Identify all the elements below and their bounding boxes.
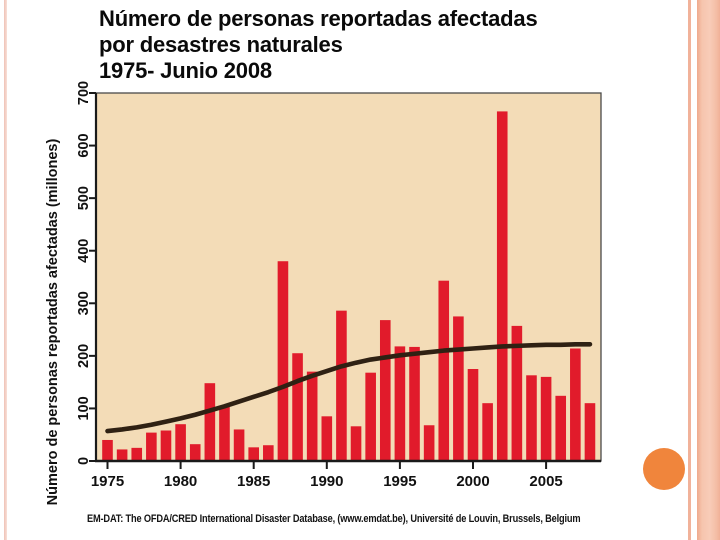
bar-1991 <box>336 310 347 461</box>
orange-circle-decoration <box>643 448 685 490</box>
bar-1997 <box>423 425 435 461</box>
x-tick-label: 1985 <box>237 473 270 490</box>
y-axis-title: Número de personas reportadas afectadas … <box>45 139 61 506</box>
bar-1980 <box>175 424 186 461</box>
y-tick-label: 0 <box>76 457 92 465</box>
y-tick-label: 200 <box>76 344 92 368</box>
bar-1999 <box>453 316 464 461</box>
x-tick-label: 1975 <box>91 473 124 490</box>
bar-1976 <box>116 449 128 461</box>
bar-2001 <box>482 403 493 461</box>
y-tick-label: 300 <box>76 291 92 315</box>
y-tick-label: 400 <box>76 239 92 263</box>
bar-1989 <box>306 371 318 461</box>
source-citation: EM-DAT: The OFDA/CRED International Disa… <box>87 513 581 525</box>
left-border-accent <box>4 0 7 540</box>
x-tick-label: 1995 <box>383 473 416 490</box>
right-border-band <box>697 0 720 540</box>
bar-1984 <box>233 429 245 461</box>
title-line-2: por desastres naturales <box>99 32 343 57</box>
y-tick-label: 700 <box>76 81 92 105</box>
bar-1996 <box>409 346 420 461</box>
bar-1979 <box>160 430 172 461</box>
x-tick-label: 2000 <box>456 473 489 490</box>
right-border-line <box>688 0 691 540</box>
bar-1992 <box>350 426 362 461</box>
bar-2000 <box>467 369 479 461</box>
bar-1982 <box>204 383 216 461</box>
bar-1983 <box>219 406 230 461</box>
title-line-1: Número de personas reportadas afectadas <box>99 6 538 31</box>
plot-area <box>95 92 602 462</box>
bar-1975 <box>102 439 113 461</box>
bar-1988 <box>292 353 303 461</box>
bar-2003 <box>511 325 523 461</box>
x-tick-label: 1990 <box>310 473 343 490</box>
bar-1985 <box>248 447 259 461</box>
bar-1977 <box>131 447 143 461</box>
bar-1994 <box>379 320 391 461</box>
bar-1995 <box>394 346 406 461</box>
bar-1987 <box>277 261 289 461</box>
bar-1981 <box>189 444 201 461</box>
x-tick-label: 2005 <box>529 473 562 490</box>
bar-1993 <box>365 372 376 461</box>
bar-2008 <box>584 403 596 461</box>
bar-1978 <box>146 432 157 461</box>
y-tick-label: 600 <box>76 133 92 157</box>
y-tick-label: 500 <box>76 186 92 210</box>
bar-2004 <box>526 375 537 461</box>
title-line-3: 1975- Junio 2008 <box>99 58 272 83</box>
bar-2002 <box>496 111 508 462</box>
trend-line <box>105 341 593 434</box>
bar-2006 <box>555 395 567 461</box>
bar-2007 <box>570 348 581 461</box>
bar-2005 <box>540 376 552 461</box>
bar-1990 <box>321 416 333 461</box>
bar-1998 <box>438 280 450 461</box>
y-tick-label: 100 <box>76 396 92 420</box>
chart-svg: 0 100 200 300 400 500 600 700 1975 1980 1985 1990 19… <box>45 81 602 506</box>
x-tick-label: 1980 <box>164 473 197 490</box>
bar-1986 <box>263 445 274 461</box>
page-title: Número de personas reportadas afectadas … <box>99 6 639 84</box>
